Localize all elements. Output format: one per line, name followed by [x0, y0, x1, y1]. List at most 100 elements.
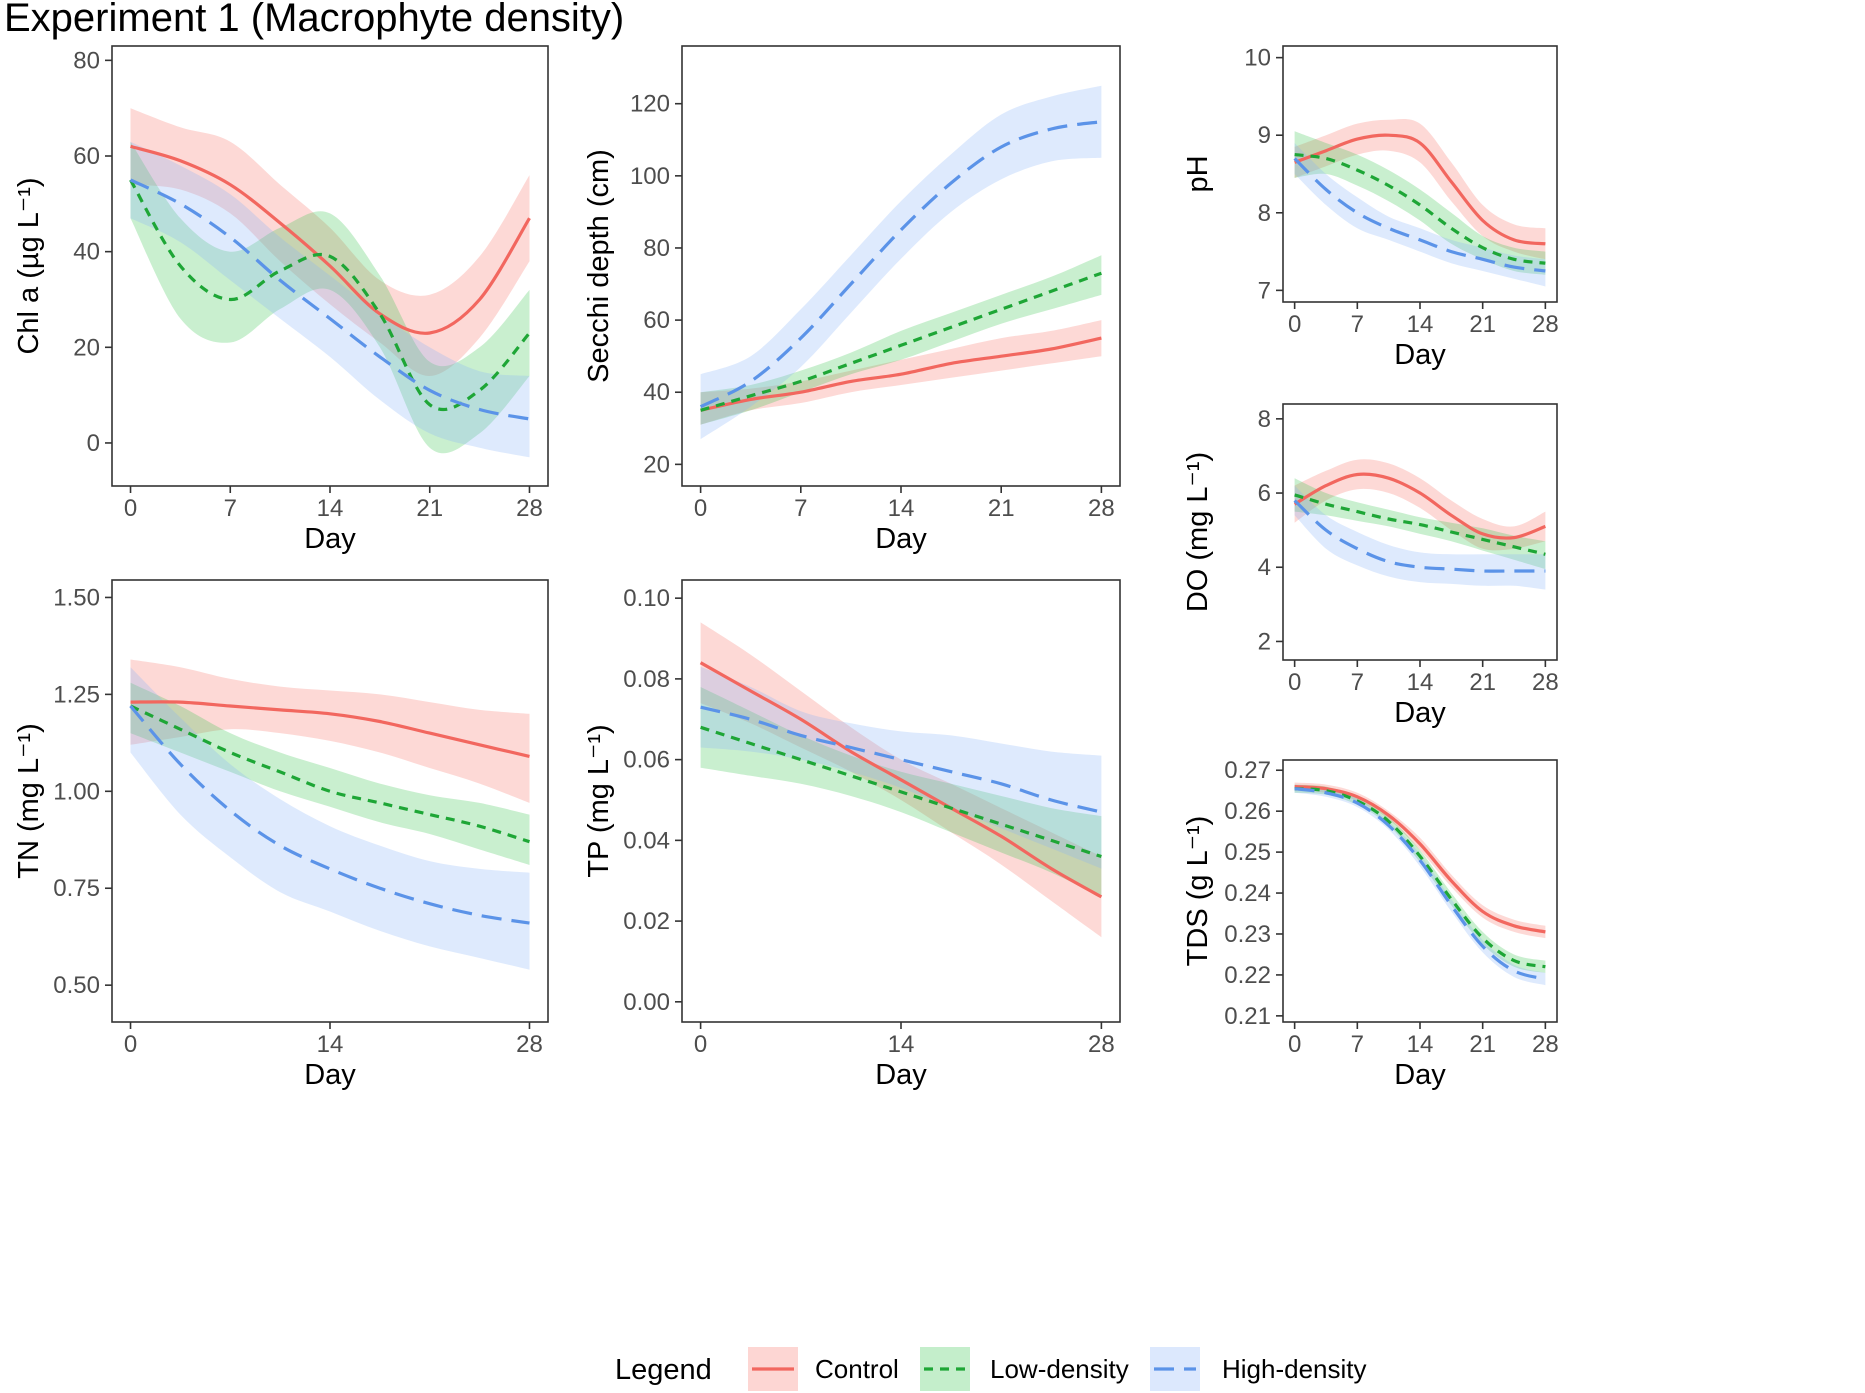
series-line-chla-control	[130, 144, 531, 335]
series-line-tds-control	[1294, 785, 1546, 934]
x-axis-title-tp: Day	[875, 1059, 927, 1091]
x-tick-label-tp-1: 14	[888, 1031, 915, 1058]
y-tick-label-secchi-5: 120	[630, 91, 670, 118]
y-tick-label-tp-3: 0.06	[623, 747, 670, 774]
series-line-tn-low	[129, 704, 530, 844]
y-tick-label-do-0: 2	[1258, 628, 1271, 655]
y-tick-label-tds-5: 0.26	[1224, 798, 1271, 825]
legend-item-high: High-density	[1150, 1347, 1367, 1391]
series-line-tn-control	[130, 700, 530, 758]
plot-layer-ph	[1293, 118, 1546, 287]
y-tick-label-tds-2: 0.23	[1224, 921, 1271, 948]
legend-item-control: Control	[748, 1347, 899, 1391]
ci-band-tn-high	[130, 667, 530, 970]
x-tick-label-chla-1: 7	[224, 495, 237, 522]
ci-band-tn-control	[130, 659, 530, 803]
x-tick-label-do-0: 0	[1288, 669, 1301, 696]
y-tick-label-secchi-0: 20	[643, 451, 670, 478]
ci-band-do-high	[1294, 485, 1546, 590]
ci-band-tn-low	[130, 682, 530, 865]
series-line-do-low	[1294, 493, 1546, 556]
series-line-secchi-low	[700, 271, 1102, 412]
x-axis-title-do: Day	[1394, 697, 1446, 729]
series-line-ph-low	[1294, 153, 1546, 265]
x-tick-label-do-1: 7	[1351, 669, 1364, 696]
y-tick-label-tp-5: 0.10	[623, 585, 670, 612]
plot-layer-tp	[699, 622, 1103, 938]
panel-tn: 0 14 28 0.50 0.75 1.00 1.25 1.50 Day TN (mg L⁻¹)	[13, 579, 549, 1091]
panel-tds: 0 7 14 21 28 0.21 0.22 0.23 0.24 0.25 0.26 0.27 Day T…	[1182, 757, 1559, 1091]
x-tick-label-secchi-2: 14	[888, 495, 915, 522]
x-tick-label-tds-3: 21	[1469, 1031, 1496, 1058]
legend-label-control: Control	[815, 1354, 899, 1384]
x-axis-title-ph: Day	[1394, 339, 1446, 371]
x-tick-label-secchi-3: 21	[988, 495, 1015, 522]
y-tick-label-ph-2: 9	[1258, 122, 1271, 149]
x-tick-label-tn-2: 28	[516, 1031, 543, 1058]
y-tick-label-do-1: 4	[1258, 554, 1271, 581]
x-axis-title-tn: Day	[304, 1059, 356, 1091]
legend-label-high: High-density	[1222, 1354, 1367, 1384]
y-tick-label-chla-4: 80	[73, 47, 100, 74]
x-tick-label-ph-0: 0	[1288, 311, 1301, 338]
y-axis-title-tn: TN (mg L⁻¹)	[13, 723, 45, 878]
x-axis-title-secchi: Day	[875, 523, 927, 555]
ci-band-tds-control	[1294, 782, 1546, 939]
ci-band-secchi-control	[700, 320, 1102, 425]
ci-band-do-control	[1294, 459, 1546, 551]
ci-band-chla-low	[130, 141, 530, 454]
plot-layer-tn	[129, 659, 530, 970]
legend-items: Control Low-density High-density	[748, 1347, 1367, 1391]
y-tick-label-chla-3: 60	[73, 143, 100, 170]
x-tick-label-do-3: 21	[1469, 669, 1496, 696]
x-tick-label-ph-2: 14	[1407, 311, 1434, 338]
series-line-tp-low	[700, 725, 1102, 859]
y-tick-label-tn-3: 1.25	[53, 681, 100, 708]
series-line-do-control	[1293, 472, 1546, 540]
panel-do: 0 7 14 21 28 2 4 6 8 Day DO (mg L⁻¹)	[1182, 403, 1559, 729]
y-tick-label-chla-0: 0	[87, 430, 100, 457]
series-line-ph-high	[1293, 157, 1546, 273]
plot-area-tds	[1283, 760, 1557, 1022]
y-tick-label-tp-0: 0.00	[623, 989, 670, 1016]
y-tick-label-tds-4: 0.25	[1224, 839, 1271, 866]
y-axis-title-chla: Chl a (µg L⁻¹)	[13, 177, 45, 354]
y-tick-label-tn-4: 1.50	[53, 584, 100, 611]
x-tick-label-secchi-1: 7	[794, 495, 807, 522]
x-tick-label-do-4: 28	[1532, 669, 1559, 696]
x-tick-label-do-2: 14	[1407, 669, 1434, 696]
panel-secchi: 0 7 14 21 28 20 40 60 80 100 120 Day Secchi depth (c…	[583, 45, 1121, 555]
series-line-secchi-control	[700, 336, 1102, 412]
y-axis-title-secchi: Secchi depth (cm)	[583, 149, 615, 383]
y-tick-label-do-2: 6	[1258, 480, 1271, 507]
y-tick-label-ph-0: 7	[1258, 277, 1271, 304]
plot-layer-do	[1293, 459, 1546, 590]
y-tick-label-tds-3: 0.24	[1224, 880, 1271, 907]
x-tick-label-tds-4: 28	[1532, 1031, 1559, 1058]
y-tick-label-tp-2: 0.04	[623, 827, 670, 854]
y-axis-title-tds: TDS (g L⁻¹)	[1182, 816, 1214, 967]
y-tick-label-tds-6: 0.27	[1224, 757, 1271, 784]
x-tick-label-ph-1: 7	[1351, 311, 1364, 338]
x-tick-label-tds-0: 0	[1288, 1031, 1301, 1058]
y-tick-label-tds-1: 0.22	[1224, 962, 1271, 989]
x-tick-label-ph-4: 28	[1532, 311, 1559, 338]
y-tick-label-ph-3: 10	[1244, 45, 1271, 72]
plot-layer-tds	[1294, 782, 1546, 986]
series-line-chla-low	[129, 179, 531, 412]
x-tick-label-secchi-0: 0	[694, 495, 707, 522]
ci-band-ph-high	[1294, 143, 1546, 287]
y-tick-label-tp-4: 0.08	[623, 666, 670, 693]
x-tick-label-chla-3: 21	[416, 495, 443, 522]
y-tick-label-tn-1: 0.75	[53, 875, 100, 902]
legend: Legend Control Low-density High-density	[615, 1347, 1367, 1391]
y-tick-label-tn-0: 0.50	[53, 972, 100, 999]
plot-area-tp	[682, 580, 1120, 1022]
series-line-tds-high	[1294, 787, 1546, 981]
y-axis-title-ph: pH	[1182, 155, 1214, 192]
plot-area-tn	[112, 580, 548, 1022]
series-line-tds-low	[1294, 787, 1546, 969]
y-tick-label-chla-2: 40	[73, 239, 100, 266]
